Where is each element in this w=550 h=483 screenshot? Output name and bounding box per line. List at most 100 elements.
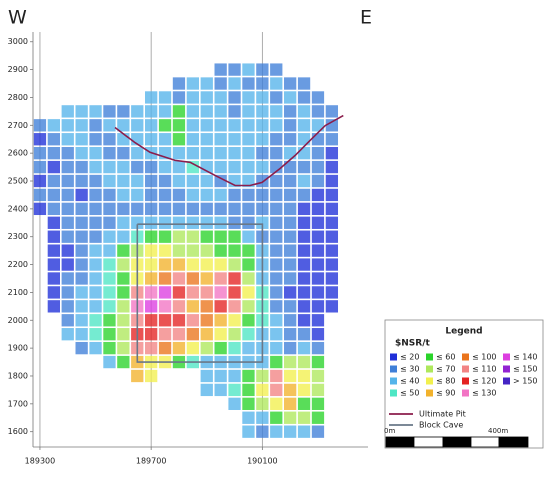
block xyxy=(200,341,213,355)
block xyxy=(89,300,102,313)
block xyxy=(311,146,325,160)
block xyxy=(270,425,283,438)
legend-swatch xyxy=(426,353,433,361)
block xyxy=(75,328,88,341)
block xyxy=(89,202,102,216)
block xyxy=(297,119,311,132)
block xyxy=(256,369,269,383)
block xyxy=(172,160,186,174)
block xyxy=(256,202,269,216)
block xyxy=(311,105,325,118)
block xyxy=(33,202,47,216)
y-tick-label: 1900 xyxy=(8,344,28,353)
block xyxy=(131,369,144,383)
block xyxy=(75,133,88,146)
block xyxy=(214,119,227,132)
block xyxy=(172,77,186,90)
legend-label: ≤ 150 xyxy=(513,365,538,374)
block xyxy=(270,202,283,216)
block xyxy=(89,119,102,132)
block xyxy=(186,328,200,341)
block xyxy=(284,174,297,188)
scale-label: 400m xyxy=(488,427,508,435)
block xyxy=(270,397,283,410)
block xyxy=(242,328,255,341)
block xyxy=(47,258,61,271)
block xyxy=(103,355,116,369)
legend-label: ≤ 50 xyxy=(400,389,419,398)
block xyxy=(103,188,116,202)
block xyxy=(103,216,116,229)
series-line xyxy=(136,223,264,363)
block xyxy=(297,425,311,438)
block xyxy=(284,244,297,257)
block xyxy=(214,341,227,355)
block xyxy=(284,272,297,285)
scale-segment xyxy=(413,436,444,448)
block xyxy=(103,174,116,188)
block xyxy=(47,244,61,257)
block xyxy=(145,119,158,132)
block xyxy=(325,119,339,132)
block xyxy=(256,63,269,76)
legend-label: ≤ 110 xyxy=(472,365,497,374)
block xyxy=(214,244,227,257)
block xyxy=(256,133,269,146)
block xyxy=(172,230,186,243)
block xyxy=(61,328,74,341)
block xyxy=(172,328,186,341)
block xyxy=(270,146,283,160)
block xyxy=(284,314,297,327)
block xyxy=(270,91,283,104)
block xyxy=(284,411,297,424)
block xyxy=(270,77,283,90)
block xyxy=(228,146,241,160)
block xyxy=(103,314,116,327)
x-tick-label: 189700 xyxy=(136,457,167,466)
legend-swatch xyxy=(462,353,469,361)
legend-swatch xyxy=(390,389,397,397)
block xyxy=(158,300,172,313)
block xyxy=(297,411,311,424)
block xyxy=(117,216,130,229)
block xyxy=(311,202,325,216)
x-tick-label: 189300 xyxy=(25,457,56,466)
block xyxy=(214,272,227,285)
block xyxy=(158,133,172,146)
y-tick-label: 2900 xyxy=(8,65,28,74)
block xyxy=(186,133,200,146)
block xyxy=(311,272,325,285)
block xyxy=(145,286,158,299)
block xyxy=(33,188,47,202)
block xyxy=(172,146,186,160)
block xyxy=(270,328,283,341)
block xyxy=(214,133,227,146)
legend-label: ≤ 70 xyxy=(436,365,455,374)
block xyxy=(103,119,116,132)
block xyxy=(242,133,255,146)
block xyxy=(242,119,255,132)
block xyxy=(270,160,283,174)
block xyxy=(228,286,241,299)
block xyxy=(284,160,297,174)
block xyxy=(284,425,297,438)
block xyxy=(103,328,116,341)
block xyxy=(103,160,116,174)
y-tick-label: 2200 xyxy=(8,260,28,269)
block xyxy=(214,174,227,188)
block xyxy=(242,91,255,104)
block xyxy=(75,230,88,243)
block xyxy=(284,397,297,410)
block xyxy=(145,230,158,243)
block xyxy=(200,300,213,313)
block xyxy=(186,258,200,271)
block xyxy=(145,314,158,327)
block xyxy=(200,258,213,271)
block xyxy=(242,300,255,313)
block xyxy=(145,341,158,355)
block xyxy=(103,105,116,118)
block xyxy=(200,369,213,383)
block xyxy=(61,258,74,271)
block xyxy=(186,202,200,216)
block xyxy=(47,272,61,285)
